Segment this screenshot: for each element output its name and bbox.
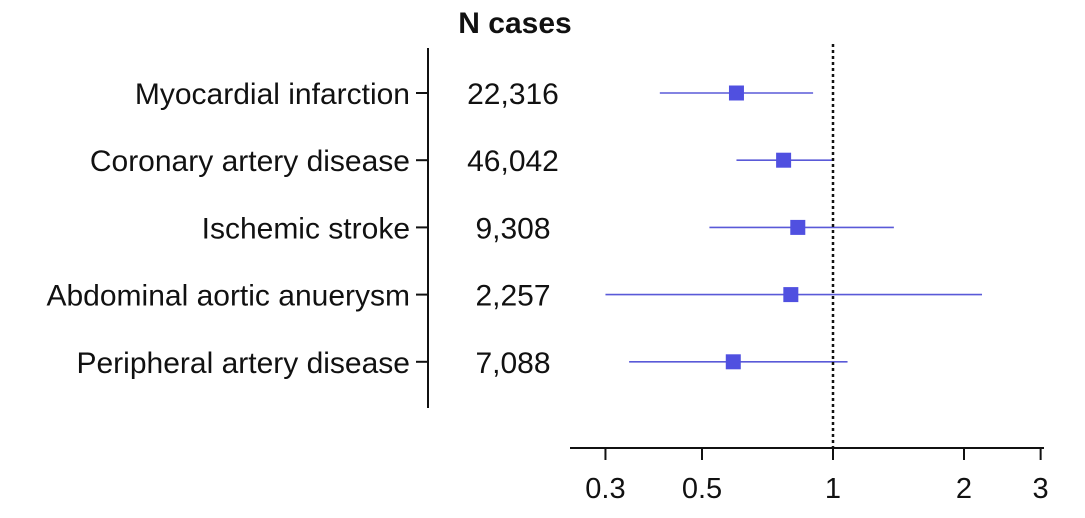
outcome-label: Peripheral artery disease: [76, 347, 410, 380]
n-cases-value: 7,088: [475, 347, 550, 380]
n-cases-value: 9,308: [475, 212, 550, 245]
forest-row: Abdominal aortic anuerysm 2,257: [46, 280, 983, 313]
forest-row: Myocardial infarction 22,316: [135, 78, 814, 111]
outcome-label: Ischemic stroke: [202, 212, 410, 245]
point-estimate-marker: [790, 219, 806, 235]
x-axis-group: 0.3 0.5 1 2 3: [585, 44, 1049, 505]
point-estimate-marker: [776, 152, 792, 168]
rows-group: Myocardial infarction 22,316 Coronary arte…: [46, 78, 983, 380]
outcome-label: Myocardial infarction: [135, 78, 410, 111]
point-estimate-marker: [725, 354, 741, 370]
x-tick-label: 3: [1033, 473, 1049, 505]
outcome-label: Abdominal aortic anuerysm: [46, 280, 410, 313]
forest-row: Peripheral artery disease 7,088: [76, 347, 848, 380]
point-estimate-marker: [728, 85, 744, 101]
x-tick-label: 0.5: [682, 473, 722, 505]
forest-row: Coronary artery disease 46,042: [90, 145, 833, 178]
point-estimate-marker: [783, 287, 799, 303]
n-cases-header: N cases: [458, 7, 571, 40]
outcome-label: Coronary artery disease: [90, 145, 410, 178]
x-tick-label: 1: [825, 473, 841, 505]
n-cases-value: 22,316: [467, 78, 559, 111]
x-tick-label: 2: [956, 473, 972, 505]
n-cases-value: 2,257: [475, 280, 550, 313]
x-tick-label: 0.3: [585, 473, 625, 505]
n-cases-value: 46,042: [467, 145, 559, 178]
forest-row: Ischemic stroke 9,308: [202, 212, 894, 245]
